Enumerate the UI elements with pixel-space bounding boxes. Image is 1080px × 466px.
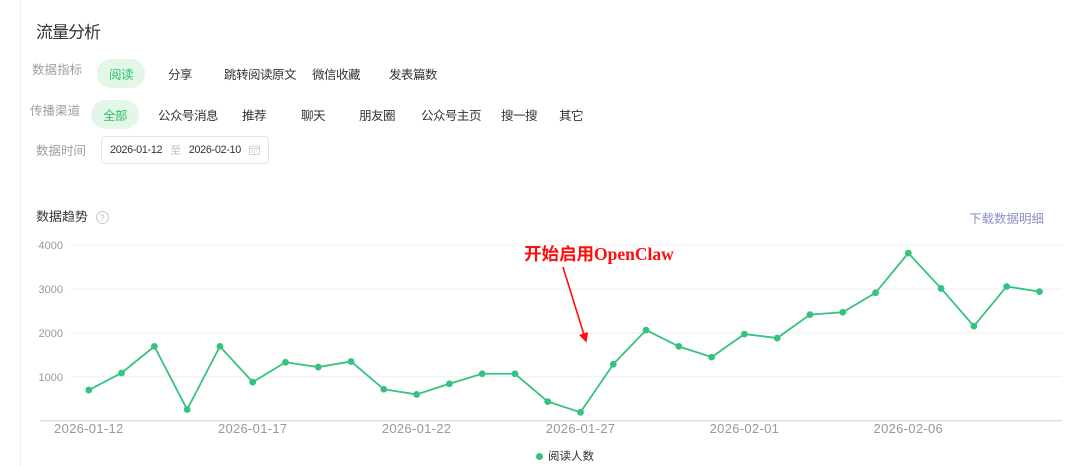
svg-text:2000: 2000 — [39, 328, 63, 340]
svg-text:2026-01-17: 2026-01-17 — [218, 421, 288, 436]
svg-text:2026-01-27: 2026-01-27 — [546, 421, 616, 436]
svg-text:2026-02-01: 2026-02-01 — [710, 421, 780, 436]
svg-text:2026-01-22: 2026-01-22 — [382, 421, 452, 436]
svg-text:2026-02-06: 2026-02-06 — [874, 421, 944, 436]
svg-text:2026-01-12: 2026-01-12 — [54, 421, 124, 436]
svg-text:3000: 3000 — [39, 284, 63, 296]
svg-text:开始启用OpenClaw: 开始启用OpenClaw — [524, 244, 674, 264]
svg-text:1000: 1000 — [39, 372, 63, 384]
svg-text:4000: 4000 — [39, 240, 63, 252]
